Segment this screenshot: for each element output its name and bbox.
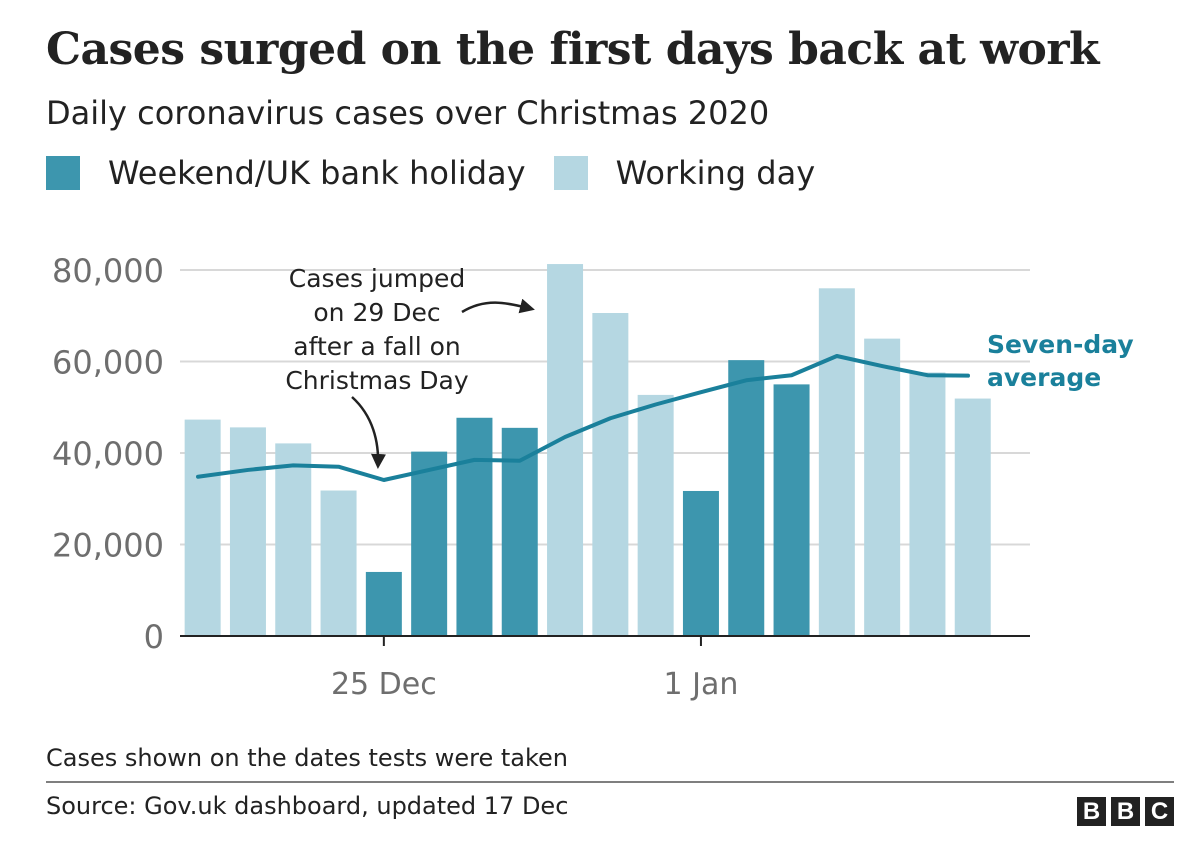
chart-title: Cases surged on the first days back at w… — [46, 24, 1100, 75]
legend: Weekend/UK bank holiday Working day — [46, 154, 843, 192]
annotation-line-2: on 29 Dec — [313, 298, 440, 327]
bbc-logo-letter: C — [1145, 797, 1174, 826]
annotation-arrow-25-dec — [351, 396, 386, 469]
source-text: Source: Gov.uk dashboard, updated 17 Dec — [46, 792, 569, 820]
bar-30-dec — [592, 313, 629, 636]
bar-2-jan — [728, 360, 765, 636]
bar-26-dec — [411, 451, 448, 636]
annotation-arrow-29-dec — [461, 298, 535, 314]
bar-21-dec — [184, 419, 221, 636]
footnote: Cases shown on the dates tests were take… — [46, 744, 569, 772]
bar-25-dec — [365, 571, 402, 636]
y-tick-label: 60,000 — [52, 344, 164, 382]
x-tick-label: 1 Jan — [664, 667, 739, 702]
bar-31-dec — [637, 394, 674, 636]
bar-7-jan — [954, 398, 991, 636]
y-tick-label: 20,000 — [52, 527, 164, 565]
bar-24-dec — [320, 490, 357, 636]
legend-swatch-weekend — [46, 156, 80, 190]
footer-divider — [46, 781, 1174, 783]
annotation-line-4: Christmas Day — [285, 366, 469, 395]
bar-27-dec — [456, 417, 493, 636]
seven-day-average-line — [196, 354, 970, 482]
bar-1-jan — [682, 490, 719, 636]
bar-4-jan — [818, 288, 855, 636]
annotation-line-1: Cases jumped — [289, 264, 465, 293]
bar-29-dec — [547, 264, 584, 636]
y-tick-label: 40,000 — [52, 435, 164, 473]
legend-item-working: Working day — [553, 154, 816, 192]
bar-3-jan — [773, 384, 810, 636]
bar-5-jan — [864, 338, 901, 636]
legend-swatch-working — [553, 156, 588, 190]
series-label-line-1: Seven-day — [987, 330, 1134, 359]
chart-subtitle: Daily coronavirus cases over Christmas 2… — [46, 94, 770, 132]
y-tick-label: 0 — [144, 618, 164, 656]
bar-23-dec — [275, 443, 312, 636]
annotation-line-3: after a fall on — [293, 332, 460, 361]
legend-label-working: Working day — [615, 154, 816, 192]
series-label-line-2: average — [987, 363, 1101, 392]
bar-22-dec — [229, 427, 266, 636]
legend-label-weekend: Weekend/UK bank holiday — [108, 154, 526, 192]
x-tick-label: 25 Dec — [331, 667, 437, 702]
y-tick-label: 80,000 — [52, 252, 164, 290]
bbc-logo: B B C — [1077, 797, 1174, 826]
legend-item-weekend: Weekend/UK bank holiday — [46, 154, 526, 192]
bbc-logo-letter: B — [1077, 797, 1106, 826]
bar-6-jan — [909, 372, 946, 636]
bbc-logo-letter: B — [1111, 797, 1140, 826]
